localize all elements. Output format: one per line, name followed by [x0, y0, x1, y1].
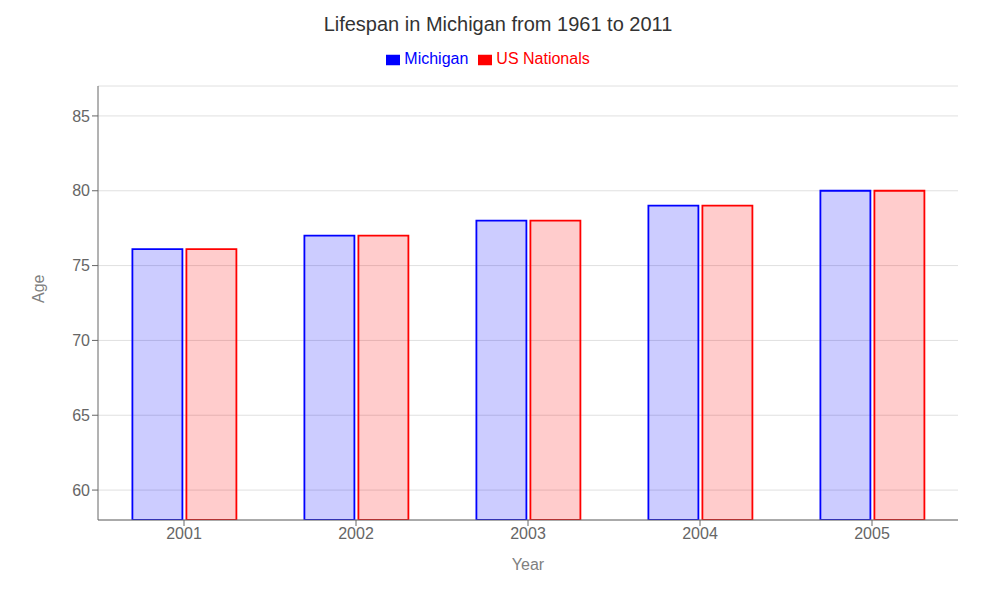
svg-text:85: 85 — [72, 108, 90, 125]
html-text:Michigan: Michigan — [404, 50, 469, 67]
svg-text:65: 65 — [72, 407, 90, 424]
svg-text:Age: Age — [30, 274, 47, 303]
svg-text:60: 60 — [72, 482, 90, 499]
svg-text:2004: 2004 — [682, 525, 718, 542]
svg-text:2005: 2005 — [854, 525, 890, 542]
svg-text:2002: 2002 — [338, 525, 374, 542]
svg-text:2001: 2001 — [166, 525, 202, 542]
html-text:US Nationals: US Nationals — [496, 50, 590, 67]
svg-text:80: 80 — [72, 182, 90, 199]
svg-text:Year: Year — [512, 556, 545, 573]
svg-text:70: 70 — [72, 332, 90, 349]
svg-text:2003: 2003 — [510, 525, 546, 542]
svg-text:75: 75 — [72, 257, 90, 274]
html-text:Lifespan in Michigan from 1961: Lifespan in Michigan from 1961 to 2011 — [323, 13, 673, 35]
